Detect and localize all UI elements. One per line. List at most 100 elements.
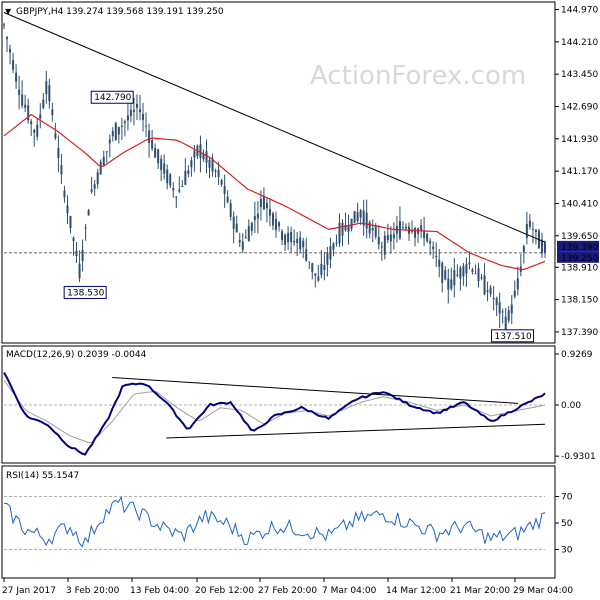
candle-body: [513, 290, 516, 297]
macd-axis: 0.9269 0.00 -0.9301: [555, 350, 596, 462]
macd-signal-line: [3, 380, 546, 444]
candle-body: [229, 203, 232, 217]
candle-body: [444, 270, 447, 280]
time-axis-label: 14 Mar 12:00: [386, 586, 446, 596]
candle-body: [12, 60, 15, 70]
chart-dropdown-icon[interactable]: ▼: [5, 7, 12, 16]
price-axis-label: 139.650: [561, 232, 598, 242]
macd-line: [3, 372, 546, 456]
candle-body: [120, 125, 123, 127]
rsi-panel-title: RSI(14) 55.1547: [6, 471, 79, 481]
candle-body: [21, 94, 24, 106]
candle-body: [81, 250, 84, 261]
candle-body: [90, 189, 93, 192]
candle-body: [486, 290, 489, 292]
candle-body: [226, 196, 229, 203]
candle-body: [247, 226, 250, 242]
candle-body: [9, 48, 12, 53]
price-axis-label: 144.970: [561, 6, 598, 16]
candle-body: [305, 249, 308, 261]
time-axis-label: 20 Feb 12:00: [195, 586, 254, 596]
price-axis-label: 142.690: [561, 103, 598, 113]
candle-body: [504, 316, 507, 330]
candle-body: [63, 190, 66, 198]
candle-body: [441, 262, 444, 283]
candle-body: [332, 243, 335, 250]
candle-body: [287, 233, 290, 243]
rsi-axis-label: 30: [561, 546, 573, 556]
candle-body: [362, 210, 365, 226]
candle-body: [30, 121, 33, 125]
candle-body: [308, 261, 311, 263]
candle-body: [27, 105, 30, 121]
candle-body: [338, 222, 341, 244]
candle-body: [172, 188, 175, 191]
candle-body: [175, 196, 178, 198]
candle-body: [293, 240, 296, 243]
price-annotation-box: [63, 285, 107, 299]
candle-body: [190, 160, 193, 168]
candle-body: [447, 278, 450, 290]
price-axis-label: 144.210: [561, 38, 598, 48]
candle-body: [459, 267, 462, 279]
candle-body: [544, 242, 546, 254]
candle-body: [87, 210, 90, 216]
candle-body: [474, 273, 477, 275]
candle-body: [78, 263, 81, 279]
candle-body: [371, 228, 374, 231]
candle-body: [429, 240, 432, 244]
candle-body: [525, 224, 528, 239]
candle-body: [6, 37, 9, 40]
candle-body: [57, 147, 60, 158]
candle-body: [435, 255, 438, 257]
candle-body: [392, 234, 395, 239]
candle-body: [45, 81, 48, 95]
price-axis-label: 138.150: [561, 296, 598, 306]
candle-body: [507, 310, 510, 321]
price-axis-label: 138.910: [561, 263, 598, 273]
candle-body: [275, 218, 278, 230]
candle-body: [123, 121, 126, 124]
candle-body: [359, 210, 362, 218]
candle-body: [411, 230, 414, 232]
candle-body: [540, 239, 543, 254]
candle-body: [489, 287, 492, 295]
candle-body: [438, 259, 441, 267]
candle-body: [389, 234, 392, 242]
candle-body: [335, 242, 338, 244]
candle-body: [199, 144, 202, 158]
candle-body: [534, 229, 537, 233]
candle-body: [311, 263, 314, 272]
candle-body: [96, 172, 99, 185]
candle-body: [33, 129, 36, 133]
candle-body: [193, 150, 196, 158]
macd-axis-label: -0.9301: [561, 452, 596, 462]
candle-body: [453, 270, 456, 286]
candle-body: [117, 127, 120, 135]
candle-body: [377, 236, 380, 245]
candle-body: [208, 159, 211, 168]
candle-body: [465, 263, 468, 274]
candle-body: [347, 225, 350, 232]
candle-body: [299, 237, 302, 250]
price-annotation-box: [90, 90, 134, 104]
price-axis-label: 143.450: [561, 70, 598, 80]
candle-body: [350, 218, 353, 229]
time-axis-label: 27 Feb 20:00: [258, 586, 317, 596]
candle-body: [205, 151, 208, 163]
candle-body: [281, 231, 284, 241]
candle-body: [414, 228, 417, 238]
candle-body: [302, 240, 305, 248]
candle-body: [480, 277, 483, 279]
price-panel-title: GBPJPY,H4 139.274 139.568 139.191 139.25…: [16, 7, 224, 17]
candle-body: [528, 220, 531, 227]
candle-body: [353, 211, 356, 223]
candle-body: [75, 250, 78, 256]
candle-body: [341, 222, 344, 236]
price-axis-label: 141.170: [561, 167, 598, 177]
rsi-series-layer: [3, 495, 546, 550]
candle-body: [114, 122, 117, 140]
macd-axis-label: 0.9269: [561, 350, 593, 360]
candle-body: [471, 269, 474, 272]
candle-body: [492, 298, 495, 300]
